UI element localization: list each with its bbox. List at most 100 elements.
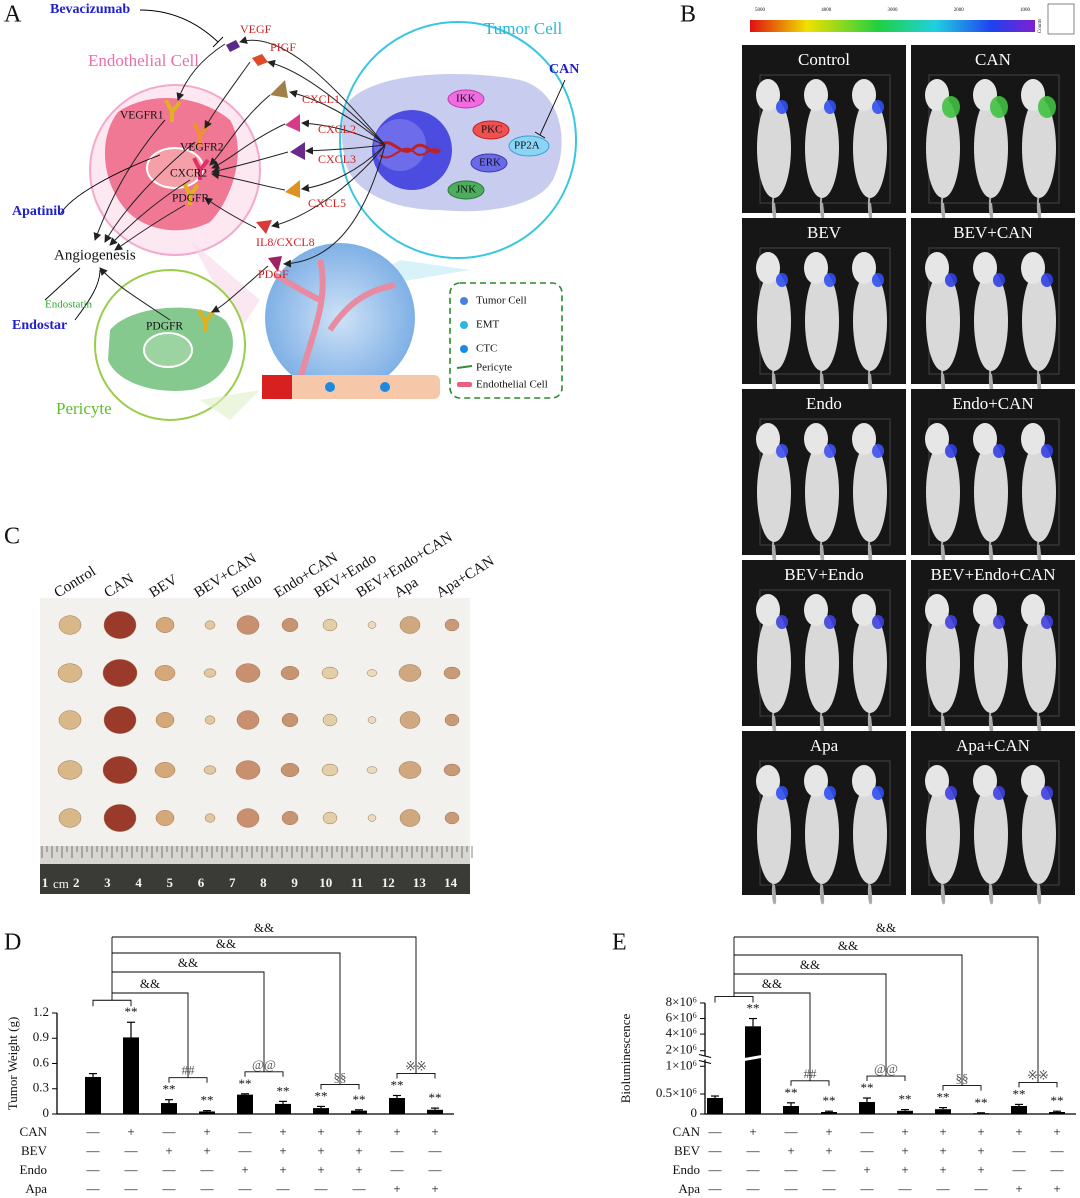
treatment-sign: + bbox=[977, 1162, 984, 1177]
y-axis-label: Tumor Weight (g) bbox=[5, 1017, 20, 1111]
tumor bbox=[367, 621, 377, 629]
tumor bbox=[203, 765, 217, 775]
treatment-sign: — bbox=[822, 1181, 837, 1196]
bar-group bbox=[707, 1095, 723, 1114]
treatment-sign: — bbox=[86, 1124, 101, 1139]
y-tick-label: 2×10⁶ bbox=[666, 1042, 697, 1057]
tumor bbox=[398, 664, 422, 682]
treatment-sign: — bbox=[124, 1181, 139, 1196]
treatment-sign: — bbox=[708, 1162, 723, 1177]
diagram-label: PDGF bbox=[258, 267, 289, 281]
mouse-tail bbox=[988, 192, 994, 220]
treatment-sign: + bbox=[355, 1162, 362, 1177]
mouse-head bbox=[973, 765, 997, 797]
y-tick-label: 0.3 bbox=[33, 1080, 49, 1095]
mouse-body bbox=[974, 784, 1008, 884]
treatment-sign: + bbox=[939, 1162, 946, 1177]
bracket bbox=[734, 954, 963, 1086]
tumor bbox=[281, 712, 299, 728]
tumor bbox=[102, 659, 138, 687]
mouse-body bbox=[974, 442, 1008, 542]
diagram-label: PDGFR bbox=[146, 321, 183, 333]
diagram-label: Endostar bbox=[12, 318, 67, 333]
diagram-label: JNK bbox=[456, 184, 476, 196]
mouse-head bbox=[1021, 765, 1045, 797]
treatment-sign: — bbox=[708, 1124, 723, 1139]
mouse-tail bbox=[819, 192, 825, 220]
treatment-sign: — bbox=[784, 1162, 799, 1177]
bar-group bbox=[1011, 1103, 1027, 1114]
panel-a-art bbox=[44, 9, 577, 421]
group-label: BEV bbox=[146, 572, 180, 602]
treatment-sign: — bbox=[746, 1181, 761, 1196]
signal-spot bbox=[1041, 786, 1053, 800]
bracket-label: && bbox=[254, 920, 274, 935]
mouse-head bbox=[852, 423, 876, 455]
signal-spot bbox=[942, 96, 960, 118]
diagram-label: CAN bbox=[549, 62, 579, 77]
mouse-tail bbox=[771, 192, 777, 220]
signal-spot bbox=[872, 615, 884, 629]
tumor bbox=[443, 763, 461, 777]
mouse-head bbox=[756, 594, 780, 626]
treatment-name: BEV bbox=[21, 1143, 48, 1158]
signal-spot bbox=[872, 786, 884, 800]
mouse-head bbox=[852, 765, 876, 797]
treatment-sign: — bbox=[708, 1143, 723, 1158]
diagram-label: PKC bbox=[481, 124, 502, 136]
mouse-head bbox=[756, 252, 780, 284]
treatment-sign: + bbox=[355, 1143, 362, 1158]
treatment-sign: — bbox=[162, 1124, 177, 1139]
group-label: Control bbox=[798, 50, 850, 69]
treatment-sign: + bbox=[317, 1124, 324, 1139]
mouse-body bbox=[757, 613, 791, 713]
treatment-sign: + bbox=[203, 1143, 210, 1158]
ruler-number: 7 bbox=[229, 875, 236, 890]
signal-spot bbox=[824, 786, 836, 800]
treatment-sign: — bbox=[238, 1143, 253, 1158]
bar-group bbox=[859, 1097, 875, 1114]
panel-label: E bbox=[612, 930, 627, 956]
legend-label: Pericyte bbox=[476, 362, 512, 374]
treatment-sign: + bbox=[393, 1181, 400, 1196]
treatment-sign: + bbox=[1053, 1181, 1060, 1196]
treatment-sign: — bbox=[86, 1162, 101, 1177]
treatment-sign: + bbox=[279, 1143, 286, 1158]
treatment-sign: — bbox=[784, 1181, 799, 1196]
treatment-sign: + bbox=[317, 1143, 324, 1158]
mouse-head bbox=[925, 765, 949, 797]
tumor bbox=[280, 665, 300, 681]
significance-star: ** bbox=[391, 1077, 404, 1092]
signal-spot bbox=[872, 100, 884, 114]
treatment-sign: — bbox=[124, 1143, 139, 1158]
ruler-number: 1 bbox=[42, 875, 49, 890]
signal-spot bbox=[993, 615, 1005, 629]
tumor bbox=[236, 710, 260, 730]
significance-star: ** bbox=[785, 1085, 798, 1100]
signal-spot bbox=[824, 273, 836, 287]
mouse-body bbox=[926, 784, 960, 884]
legend-label: Endothelial Cell bbox=[476, 379, 548, 391]
diagram-label: PDGFR bbox=[172, 193, 209, 205]
tumor bbox=[321, 763, 339, 777]
mouse-head bbox=[852, 79, 876, 111]
signal-spot bbox=[776, 615, 788, 629]
signal-spot bbox=[990, 96, 1008, 118]
color-scale-bar bbox=[750, 20, 1035, 32]
tumor bbox=[154, 665, 176, 681]
tumor bbox=[398, 761, 422, 779]
mouse-body bbox=[805, 442, 839, 542]
diagram-label: IL8/CXCL8 bbox=[256, 235, 315, 249]
tumor bbox=[235, 663, 261, 683]
diagram-label: ERK bbox=[479, 157, 501, 169]
tumor bbox=[444, 618, 460, 632]
tumor bbox=[154, 762, 176, 778]
signal-spot bbox=[872, 444, 884, 458]
diagram-label: Angiogenesis bbox=[54, 247, 136, 263]
mouse-body bbox=[1022, 613, 1056, 713]
mouse-body bbox=[853, 271, 887, 371]
signal-spot bbox=[1041, 273, 1053, 287]
treatment-sign: — bbox=[746, 1162, 761, 1177]
tumor bbox=[321, 666, 339, 680]
signal-spot bbox=[824, 615, 836, 629]
